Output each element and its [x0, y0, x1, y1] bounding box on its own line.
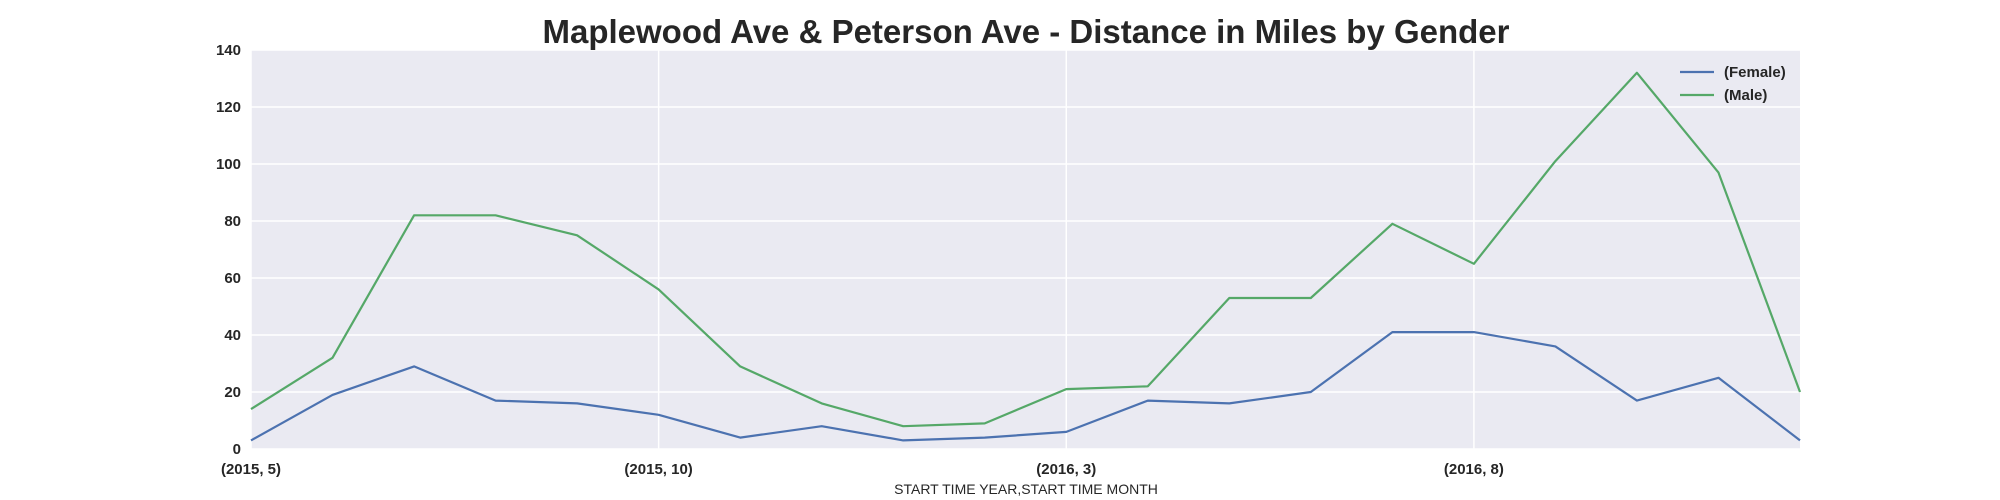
y-tick-label-0: 0: [233, 441, 241, 458]
y-tick-label-6: 120: [216, 99, 241, 116]
series-lines: [250, 71, 1802, 442]
y-tick-label-5: 100: [216, 156, 241, 173]
x-axis-label: START TIME YEAR,START TIME MONTH: [894, 481, 1158, 497]
y-axis-ticks: 0 20 40 60 80 100 120 140: [216, 42, 241, 458]
legend-label-female: (Female): [1724, 64, 1786, 81]
legend-label-male: (Male): [1724, 87, 1767, 104]
y-tick-label-7: 140: [216, 42, 241, 59]
y-tick-label-4: 80: [224, 213, 241, 230]
x-tick-label-2: (2016, 3): [1036, 461, 1096, 478]
x-tick-label-3: (2016, 8): [1444, 461, 1504, 478]
x-axis-ticks: (2015, 5) (2015, 10) (2016, 3) (2016, 8): [221, 461, 1504, 478]
series-line-male: [250, 71, 1802, 428]
y-tick-label-1: 20: [224, 384, 241, 401]
series-line-female: [250, 331, 1801, 442]
x-tick-label-1: (2015, 10): [624, 461, 692, 478]
plot-area: [251, 50, 1800, 449]
chart-title: Maplewood Ave & Peterson Ave - Distance …: [542, 13, 1509, 50]
grid-lines: [250, 49, 1800, 450]
x-tick-label-0: (2015, 5): [221, 461, 281, 478]
y-tick-label-2: 40: [224, 327, 241, 344]
legend: (Female) (Male): [1680, 64, 1786, 104]
y-tick-label-3: 60: [224, 270, 241, 287]
